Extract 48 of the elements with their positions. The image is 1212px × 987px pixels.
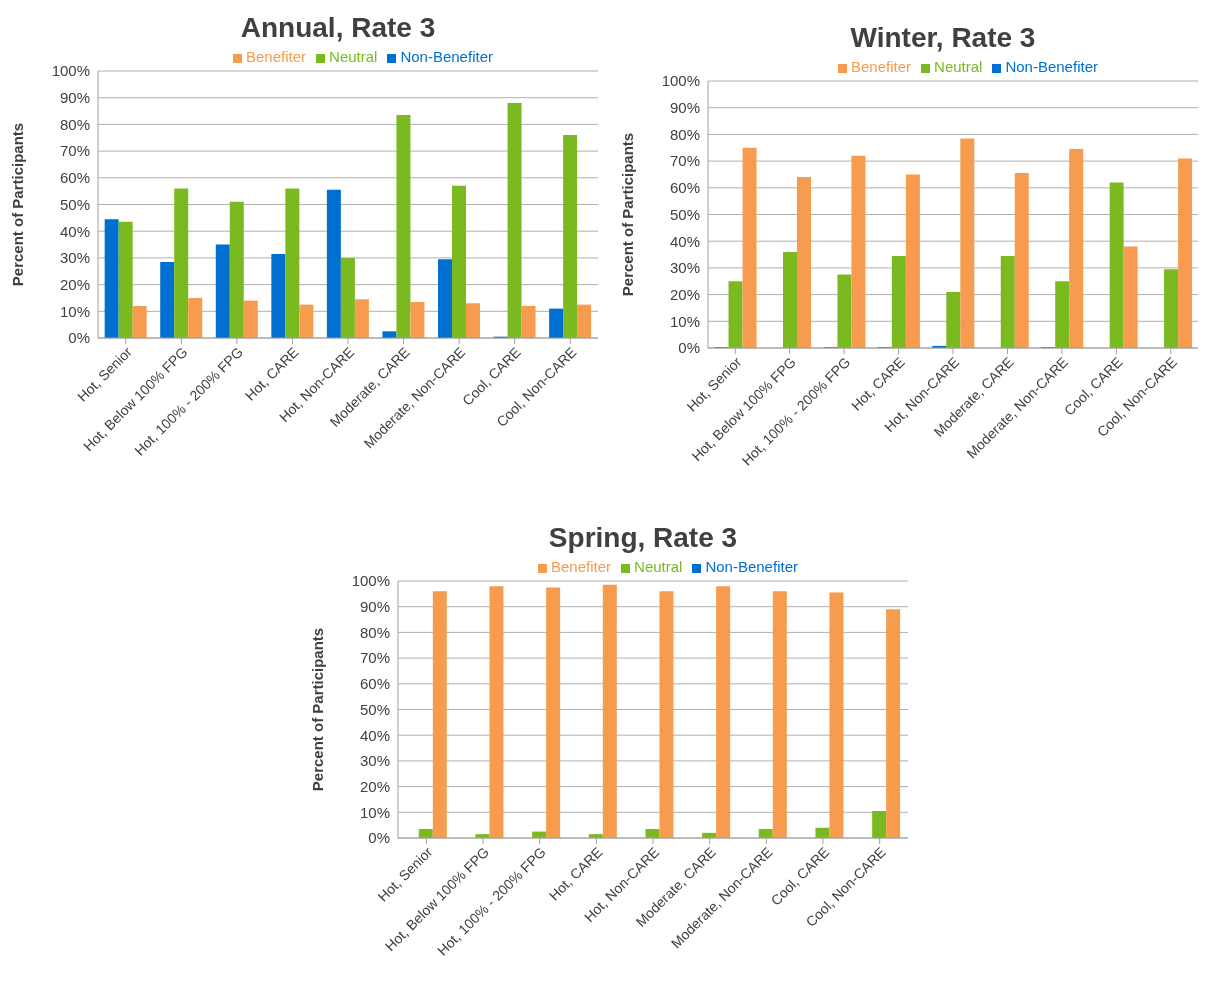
legend-label: Neutral (934, 58, 983, 75)
y-axis-title: Percent of Participants (619, 132, 637, 297)
y-tick-label: 50% (669, 205, 700, 223)
legend-label: Neutral (329, 48, 378, 65)
chart-title: Winter, Rate 3 (849, 21, 1037, 55)
y-tick-label: 70% (359, 649, 390, 667)
y-tick-label: 20% (359, 777, 390, 795)
legend-label: Non-Benefiter (705, 558, 798, 575)
y-tick-label: 90% (669, 99, 700, 117)
y-tick-label: 90% (59, 89, 90, 107)
y-tick-label: 60% (359, 675, 390, 693)
y-tick-label: 100% (661, 72, 700, 90)
y-tick-label: 70% (59, 142, 90, 160)
y-tick-label: 30% (59, 249, 90, 267)
y-tick-label: 0% (678, 339, 700, 357)
chart-title: Annual, Rate 3 (239, 11, 437, 45)
legend-label: Non-Benefiter (400, 48, 493, 65)
y-tick-label: 100% (351, 572, 390, 590)
y-tick-label: 30% (359, 752, 390, 770)
y-tick-label: 20% (669, 285, 700, 303)
legend-label: Benefiter (551, 558, 612, 575)
y-tick-label: 80% (359, 623, 390, 641)
y-tick-label: 0% (368, 829, 390, 847)
y-tick-label: 0% (68, 329, 90, 347)
legend-label: Benefiter (246, 48, 307, 65)
y-tick-label: 10% (59, 302, 90, 320)
y-tick-label: 10% (359, 803, 390, 821)
y-tick-label: 30% (669, 259, 700, 277)
y-tick-label: 80% (59, 115, 90, 133)
y-tick-label: 20% (59, 275, 90, 293)
y-tick-label: 50% (359, 700, 390, 718)
legend-label: Benefiter (851, 58, 912, 75)
legend-label: Non-Benefiter (1005, 58, 1098, 75)
y-tick-label: 70% (669, 152, 700, 170)
y-tick-label: 40% (669, 232, 700, 250)
y-tick-label: 50% (59, 195, 90, 213)
y-tick-label: 90% (359, 598, 390, 616)
y-tick-label: 40% (59, 222, 90, 240)
y-axis-title: Percent of Participants (9, 122, 27, 287)
y-axis-title: Percent of Participants (309, 627, 327, 792)
y-tick-label: 60% (669, 179, 700, 197)
y-tick-label: 40% (359, 726, 390, 744)
y-tick-label: 100% (51, 62, 90, 80)
y-tick-label: 80% (669, 125, 700, 143)
y-tick-label: 10% (669, 312, 700, 330)
chart-title: Spring, Rate 3 (547, 521, 739, 555)
legend-label: Neutral (634, 558, 683, 575)
y-tick-label: 60% (59, 169, 90, 187)
